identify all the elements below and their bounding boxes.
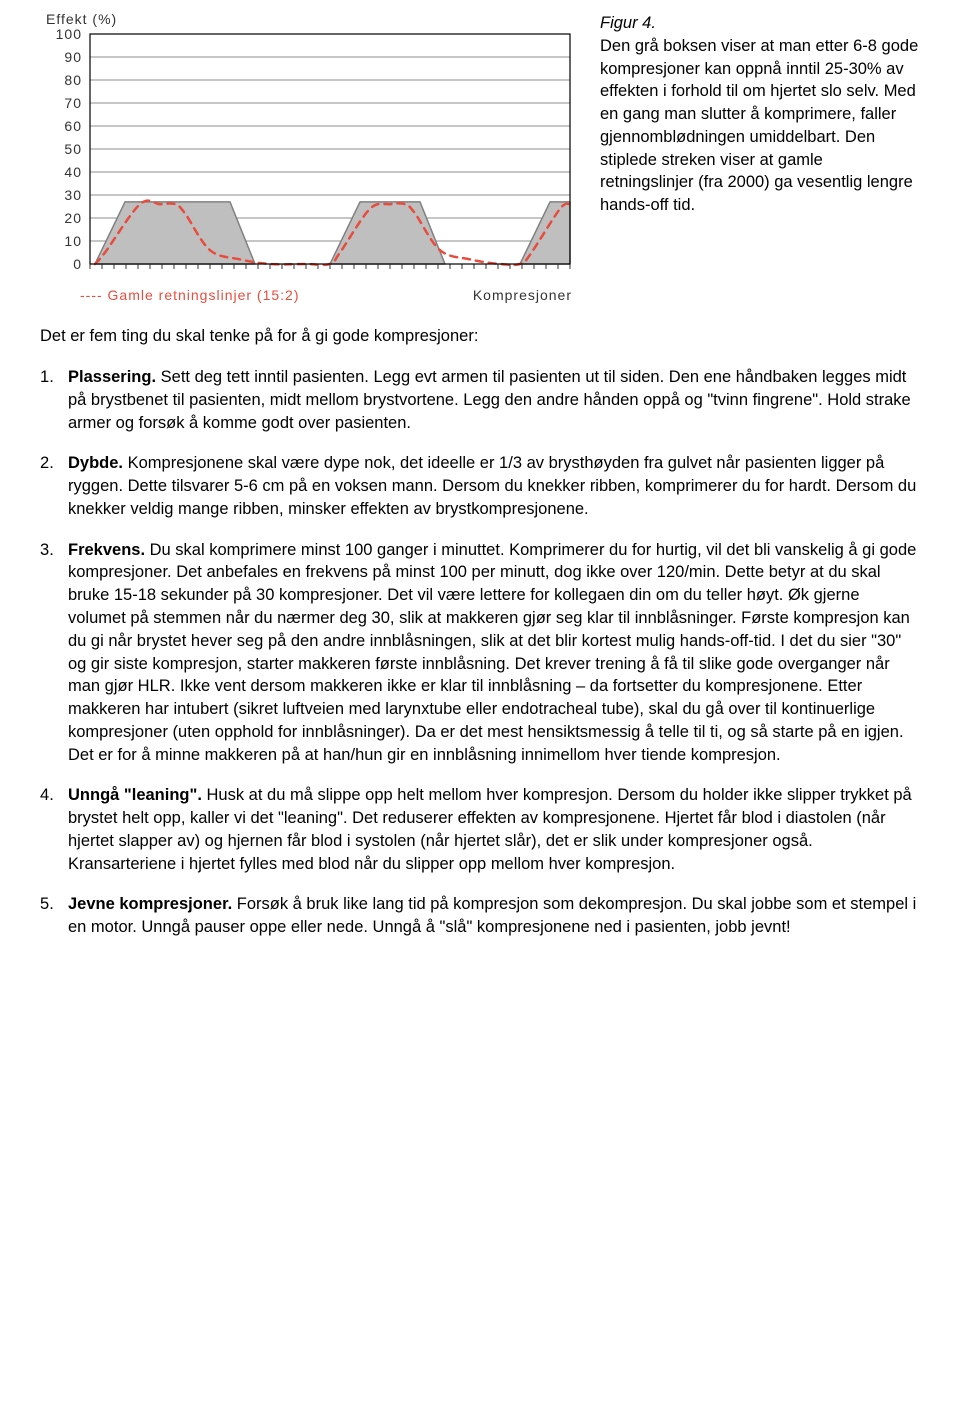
instruction-item: Jevne kompresjoner. Forsøk å bruk like l…: [40, 893, 920, 939]
instruction-item: Frekvens. Du skal komprimere minst 100 g…: [40, 539, 920, 767]
instruction-title: Plassering.: [68, 368, 156, 386]
svg-text:60: 60: [64, 118, 82, 134]
svg-text:40: 40: [64, 164, 82, 180]
chart-legend: ---- Gamle retningslinjer (15:2) Kompres…: [40, 286, 580, 305]
instruction-item: Dybde. Kompresjonene skal være dype nok,…: [40, 452, 920, 520]
svg-text:0: 0: [73, 256, 82, 272]
intro-text: Det er fem ting du skal tenke på for å g…: [40, 325, 920, 348]
instruction-list: Plassering. Sett deg tett inntil pasient…: [40, 366, 920, 939]
instruction-body: Du skal komprimere minst 100 ganger i mi…: [68, 541, 916, 764]
svg-text:90: 90: [64, 49, 82, 65]
figure-caption: Figur 4. Den grå boksen viser at man ett…: [600, 10, 920, 305]
instruction-body: Kompresjonene skal være dype nok, det id…: [68, 454, 916, 518]
svg-text:100: 100: [56, 26, 82, 42]
instruction-title: Unngå "leaning".: [68, 786, 202, 804]
svg-text:30: 30: [64, 187, 82, 203]
instruction-body: Sett deg tett inntil pasienten. Legg evt…: [68, 368, 911, 432]
instruction-item: Plassering. Sett deg tett inntil pasient…: [40, 366, 920, 434]
instruction-title: Dybde.: [68, 454, 123, 472]
effekt-chart: Effekt (%) 0 10 20 30 40 50 60 70 80 90 100: [40, 10, 580, 280]
svg-text:80: 80: [64, 72, 82, 88]
instruction-title: Frekvens.: [68, 541, 145, 559]
chart-container: Effekt (%) 0 10 20 30 40 50 60 70 80 90 100 ---- Ga…: [40, 10, 580, 305]
svg-text:20: 20: [64, 210, 82, 226]
legend-old-guidelines: ---- Gamle retningslinjer (15:2): [80, 286, 300, 305]
legend-compressions: Kompresjoner: [473, 286, 572, 305]
instruction-title: Jevne kompresjoner.: [68, 895, 232, 913]
svg-text:50: 50: [64, 141, 82, 157]
figure-title: Figur 4.: [600, 14, 656, 32]
svg-text:Effekt (%): Effekt (%): [46, 11, 117, 27]
svg-text:70: 70: [64, 95, 82, 111]
instruction-item: Unngå "leaning". Husk at du må slippe op…: [40, 784, 920, 875]
figure-caption-body: Den grå boksen viser at man etter 6-8 go…: [600, 37, 918, 214]
svg-text:10: 10: [64, 233, 82, 249]
